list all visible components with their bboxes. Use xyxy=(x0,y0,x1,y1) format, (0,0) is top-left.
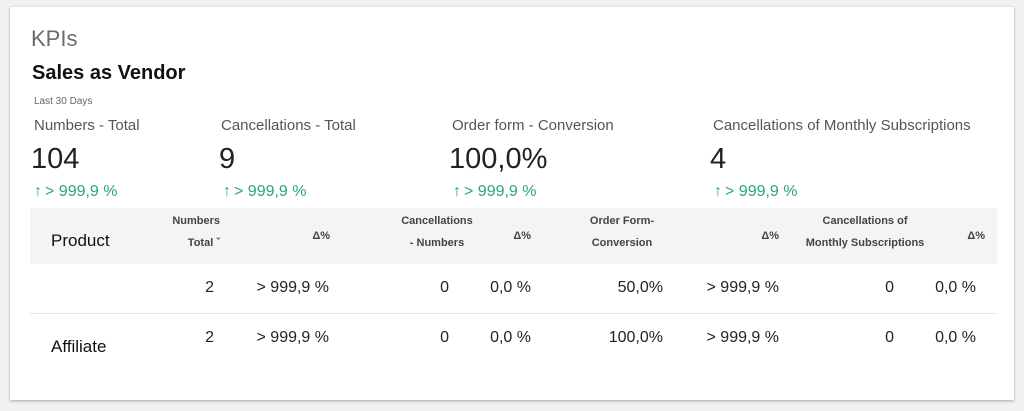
period-label: Last 30 Days xyxy=(34,96,93,107)
cell-delta-4: 0,0 % xyxy=(935,329,976,346)
kpi-change-value: > 999,9 % xyxy=(45,183,118,200)
cell-delta-1: > 999,9 % xyxy=(256,279,330,296)
kpi-value-order-form-conversion: 100,0% xyxy=(449,143,548,175)
cell-delta-3: > 999,9 % xyxy=(706,329,780,346)
kpi-value-numbers-total: 104 xyxy=(31,143,80,175)
kpi-change-value: > 999,9 % xyxy=(725,183,798,200)
column-header-order-form[interactable]: Order Form- Conversion xyxy=(570,210,674,254)
header-line: Order Form- xyxy=(589,215,655,227)
column-header-monthly-subscriptions[interactable]: Cancellations of Monthly Subscriptions xyxy=(793,210,937,254)
table-row: 2 > 999,9 % 0 0,0 % 50,0% > 999,9 % 0 0,… xyxy=(30,264,997,314)
column-header-delta-1[interactable]: Δ% xyxy=(312,230,330,242)
cell-monthly: 0 xyxy=(885,329,894,346)
column-header-product[interactable]: Product xyxy=(51,231,110,250)
kpi-change-value: > 999,9 % xyxy=(464,183,537,200)
column-header-delta-2[interactable]: Δ% xyxy=(513,230,531,242)
kpi-label-numbers-total: Numbers - Total xyxy=(34,117,140,134)
kpi-change-numbers-total: ↑ > 999,9 % xyxy=(34,183,118,201)
arrow-up-icon: ↑ xyxy=(223,183,231,200)
kpi-label-cancellations-total: Cancellations - Total xyxy=(221,117,356,134)
cell-delta-2: 0,0 % xyxy=(490,279,531,296)
arrow-up-icon: ↑ xyxy=(714,183,722,200)
column-header-delta-3[interactable]: Δ% xyxy=(761,230,779,242)
header-line: Total xyxy=(187,237,214,249)
sort-indicator-icon: ˇ xyxy=(216,237,220,249)
column-header-cancellations[interactable]: Cancellations - Numbers xyxy=(387,210,487,254)
header-line: - Numbers xyxy=(409,237,465,249)
kpi-label-order-form-conversion: Order form - Conversion xyxy=(452,117,614,134)
arrow-up-icon: ↑ xyxy=(453,183,461,200)
kpi-card: KPIs Sales as Vendor Last 30 Days Number… xyxy=(10,7,1014,400)
cell-delta-4: 0,0 % xyxy=(935,279,976,296)
header-line: Numbers xyxy=(172,215,220,227)
cell-cancellations: 0 xyxy=(440,279,449,296)
kpi-table: Product Numbers Total ˇ Δ% Cancellations… xyxy=(30,208,997,363)
kpi-value-cancellations-monthly: 4 xyxy=(710,143,727,175)
kpi-label-cancellations-monthly: Cancellations of Monthly Subscriptions xyxy=(713,117,971,134)
table-header: Product Numbers Total ˇ Δ% Cancellations… xyxy=(30,208,997,264)
column-header-delta-4[interactable]: Δ% xyxy=(967,230,985,242)
cell-monthly: 0 xyxy=(885,279,894,296)
cell-order-form: 50,0% xyxy=(617,279,663,296)
kpi-change-value: > 999,9 % xyxy=(234,183,307,200)
cell-order-form: 100,0% xyxy=(608,329,663,346)
cell-cancellations: 0 xyxy=(440,329,449,346)
cell-delta-3: > 999,9 % xyxy=(706,279,780,296)
header-line: Cancellations xyxy=(401,215,473,227)
section-title: KPIs xyxy=(31,26,78,51)
cell-product: Affiliate xyxy=(51,337,107,356)
arrow-up-icon: ↑ xyxy=(34,183,42,200)
widget-title: Sales as Vendor xyxy=(32,62,186,84)
cell-numbers-total: 2 xyxy=(205,279,214,296)
header-line: Conversion xyxy=(591,237,653,249)
cell-delta-1: > 999,9 % xyxy=(256,329,330,346)
table-row: Affiliate 2 > 999,9 % 0 0,0 % 100,0% > 9… xyxy=(30,314,997,363)
kpi-change-cancellations-monthly: ↑ > 999,9 % xyxy=(714,183,798,201)
header-line: Monthly Subscriptions xyxy=(805,237,925,249)
cell-delta-2: 0,0 % xyxy=(490,329,531,346)
kpi-change-order-form-conversion: ↑ > 999,9 % xyxy=(453,183,537,201)
cell-numbers-total: 2 xyxy=(205,329,214,346)
kpi-change-cancellations-total: ↑ > 999,9 % xyxy=(223,183,307,201)
header-line: Cancellations of xyxy=(822,215,908,227)
kpi-value-cancellations-total: 9 xyxy=(219,143,236,175)
column-header-numbers-total[interactable]: Numbers Total ˇ xyxy=(172,210,220,254)
